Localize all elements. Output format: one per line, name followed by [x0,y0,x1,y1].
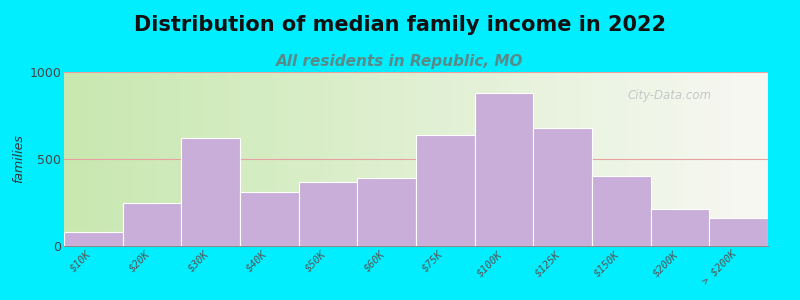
Bar [745,72,756,246]
Bar [662,72,674,246]
Bar [205,72,217,246]
Bar [134,72,146,246]
Bar [310,72,322,246]
Bar [650,72,662,246]
Bar [64,72,76,246]
Bar [122,72,134,246]
Bar [193,72,205,246]
Bar [510,72,522,246]
Bar [87,72,99,246]
Bar [393,72,404,246]
Text: All residents in Republic, MO: All residents in Republic, MO [276,54,524,69]
Bar [240,72,252,246]
Bar [580,72,592,246]
Bar [686,72,698,246]
Bar [486,72,498,246]
Bar [252,72,263,246]
Bar [557,72,569,246]
Bar [498,72,510,246]
Bar [346,72,358,246]
Bar [534,72,545,246]
Bar [122,202,182,246]
Text: City-Data.com: City-Data.com [627,89,711,102]
Bar [369,72,381,246]
Bar [615,72,627,246]
Bar [592,176,650,246]
Bar [240,192,298,246]
Bar [650,209,710,246]
Bar [158,72,170,246]
Bar [463,72,474,246]
Bar [604,72,615,246]
Bar [76,72,87,246]
Bar [217,72,228,246]
Bar [639,72,650,246]
Text: Distribution of median family income in 2022: Distribution of median family income in … [134,15,666,35]
Bar [733,72,745,246]
Bar [698,72,710,246]
Bar [710,218,768,246]
Bar [99,72,111,246]
Bar [322,72,334,246]
Bar [474,72,486,246]
Bar [545,72,557,246]
Bar [170,72,182,246]
Bar [358,72,369,246]
Bar [263,72,275,246]
Bar [627,72,639,246]
Bar [674,72,686,246]
Bar [428,72,439,246]
Y-axis label: families: families [12,135,25,183]
Bar [721,72,733,246]
Bar [534,128,592,246]
Bar [298,182,358,246]
Bar [756,72,768,246]
Bar [592,72,604,246]
Bar [111,72,122,246]
Bar [522,72,534,246]
Bar [404,72,416,246]
Bar [358,178,416,246]
Bar [146,72,158,246]
Bar [416,135,474,246]
Bar [451,72,463,246]
Bar [182,72,193,246]
Bar [64,232,122,246]
Bar [569,72,580,246]
Bar [287,72,298,246]
Bar [334,72,346,246]
Bar [275,72,287,246]
Bar [710,72,721,246]
Bar [298,72,310,246]
Bar [474,93,534,246]
Bar [228,72,240,246]
Bar [439,72,451,246]
Bar [381,72,393,246]
Bar [182,138,240,246]
Bar [416,72,428,246]
